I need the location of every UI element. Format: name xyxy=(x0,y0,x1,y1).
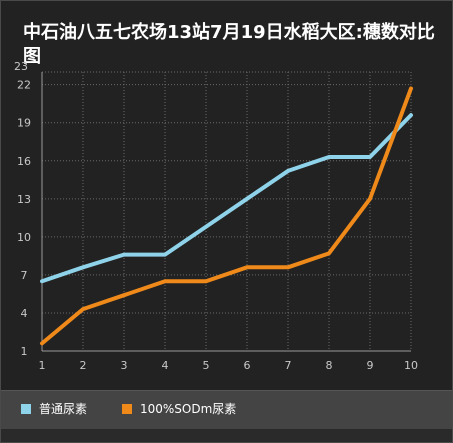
y-tick-label-top: 23 xyxy=(14,60,28,73)
legend-label-series-1: 普通尿素 xyxy=(39,402,88,416)
bottom-strip xyxy=(1,429,452,442)
y-tick-label-19: 19 xyxy=(17,117,31,130)
y-tick-label-1: 1 xyxy=(21,345,28,358)
series-layer xyxy=(40,86,413,346)
chart-title: 中石油八五七农场13站7月19日水稻大区:穗数对比图 xyxy=(23,22,435,67)
legend-item-series-2: 100%SODm尿素 xyxy=(122,402,236,416)
legend-label-series-2: 100%SODm尿素 xyxy=(140,402,237,416)
y-tick-label-16: 16 xyxy=(17,155,31,168)
x-tick-label-3: 3 xyxy=(121,359,128,372)
series-line-1 xyxy=(40,113,413,284)
legend-swatch-series-1 xyxy=(21,404,31,414)
x-tick-label-7: 7 xyxy=(285,359,292,372)
y-tick-label-4: 4 xyxy=(21,307,28,320)
y-tick-label-22: 22 xyxy=(17,79,31,92)
x-tick-label-2: 2 xyxy=(80,359,87,372)
x-tick-label-10: 10 xyxy=(404,359,418,372)
series-line-2 xyxy=(40,86,413,346)
x-tick-label-6: 6 xyxy=(244,359,251,372)
x-tick-label-4: 4 xyxy=(162,359,169,372)
legend-item-series-1: 普通尿素 xyxy=(21,402,87,416)
x-tick-label-5: 5 xyxy=(203,359,210,372)
x-tick-label-9: 9 xyxy=(367,359,374,372)
legend-swatch-series-2 xyxy=(122,404,132,414)
x-tick-label-8: 8 xyxy=(326,359,333,372)
y-tick-label-7: 7 xyxy=(21,269,28,282)
legend: 普通尿素 100%SODm尿素 xyxy=(1,390,452,429)
y-tick-label-13: 13 xyxy=(17,193,31,206)
x-tick-label-1: 1 xyxy=(39,359,46,372)
y-tick-label-10: 10 xyxy=(17,231,31,244)
